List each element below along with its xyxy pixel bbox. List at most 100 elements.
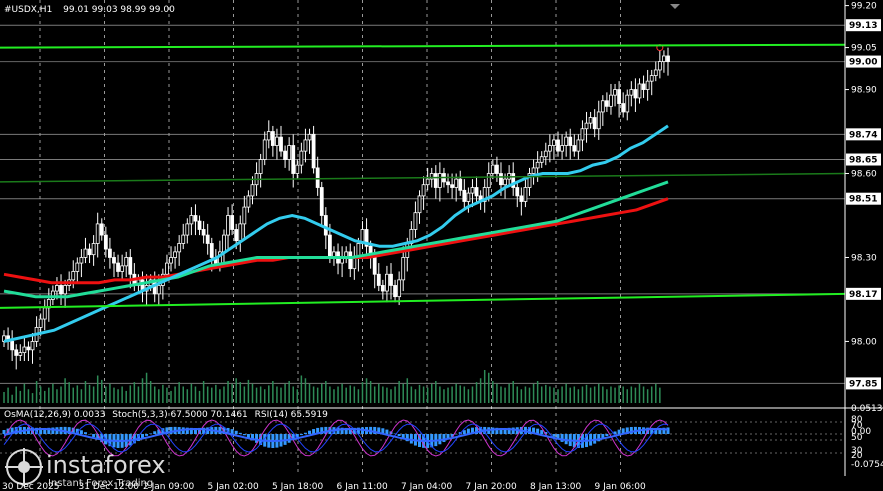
indicator-header: OsMA(12,26,9) 0.0033 Stoch(5,3,3) 67.500… xyxy=(4,410,328,420)
candle-body xyxy=(120,265,125,272)
osma-bar xyxy=(308,430,312,434)
candle-body xyxy=(63,285,68,295)
candle-body xyxy=(124,257,129,267)
trend-lines[interactable] xyxy=(0,43,846,309)
candle-body xyxy=(613,89,617,96)
indicator-tick-label: 0.00 xyxy=(851,427,871,437)
candle-body xyxy=(116,262,120,272)
candle-body xyxy=(564,136,569,146)
y-tick-label: 99.20 xyxy=(851,2,877,12)
indicator-tick-label: 80 xyxy=(851,415,863,425)
time-tick-label: 6 Jan 11:00 xyxy=(337,482,389,491)
osma-bar xyxy=(348,427,352,434)
osma-bar xyxy=(507,427,511,434)
level-price-label: 97.85 xyxy=(849,379,877,389)
candle-body xyxy=(311,133,316,169)
osma-bar xyxy=(79,430,83,434)
osma-bar xyxy=(654,427,658,434)
osma-bar xyxy=(340,427,344,434)
osma-bar xyxy=(202,427,206,434)
candle-body xyxy=(177,243,182,253)
osma-bar xyxy=(650,427,654,434)
candle-body xyxy=(87,248,92,256)
osma-bar xyxy=(193,427,197,434)
candle-body xyxy=(568,136,573,146)
candle-body xyxy=(156,285,161,295)
osma-bar xyxy=(544,431,548,434)
level-price-label: 99.13 xyxy=(849,21,877,31)
time-tick-label: 9 Jan 06:00 xyxy=(595,482,647,491)
candle-body xyxy=(205,234,210,244)
candle-body xyxy=(112,257,116,264)
candle-body xyxy=(10,341,15,351)
osma-bar xyxy=(491,427,495,434)
candle-body xyxy=(91,243,96,256)
candle-body xyxy=(226,215,230,236)
candle-body xyxy=(458,178,463,191)
chevron-down-icon[interactable] xyxy=(670,4,680,9)
time-tick-label: 5 Jan 02:00 xyxy=(208,482,260,491)
time-tick-label: 31 Dec 12:00 xyxy=(79,482,140,491)
time-axis: 30 Dec 2025 31 Dec 12:00 2 Jan 09:00 5 Jan … xyxy=(2,482,646,491)
osma-bar xyxy=(218,426,222,434)
candle-body xyxy=(30,341,35,351)
candle-body xyxy=(466,192,471,202)
osma-bar xyxy=(324,426,328,434)
osma-bar xyxy=(2,430,6,434)
candle-body xyxy=(380,285,385,292)
y-tick-label: 98.00 xyxy=(851,337,877,347)
candle-body xyxy=(71,271,76,281)
candle-body xyxy=(499,173,503,186)
candle-body xyxy=(437,173,442,188)
osma-bar xyxy=(185,427,189,434)
osma-bar xyxy=(67,427,71,434)
level-price-label: 98.74 xyxy=(849,130,877,140)
y-tick-label: 98.90 xyxy=(851,86,877,96)
candle-body xyxy=(295,164,300,174)
candle-body xyxy=(2,335,6,342)
candle-body xyxy=(556,139,560,152)
candle-body xyxy=(490,164,495,174)
osma-bar xyxy=(230,429,234,434)
osma-bar xyxy=(336,427,340,434)
osma-bar xyxy=(540,430,544,434)
candle-body xyxy=(600,100,605,113)
candle-body xyxy=(38,318,43,328)
time-tick-label: 2 Jan 09:00 xyxy=(143,482,195,491)
candle-body xyxy=(323,215,328,236)
osma-bar xyxy=(157,429,161,434)
osma-bar xyxy=(397,434,401,436)
level-price-label: 98.17 xyxy=(849,290,877,300)
candle-body xyxy=(482,187,487,202)
osma-bar xyxy=(83,432,87,434)
candle-body xyxy=(433,173,438,188)
osma-bar xyxy=(466,428,470,434)
stoch-signal-line xyxy=(3,419,669,457)
candle-body xyxy=(604,100,609,107)
y-tick-label: 98.60 xyxy=(851,170,877,180)
osma-bar xyxy=(621,428,625,434)
osma-bar xyxy=(536,428,540,434)
candle-body xyxy=(201,229,206,236)
volume-bars xyxy=(3,370,661,403)
osma-bar xyxy=(344,427,348,434)
osma-bar xyxy=(356,427,360,434)
osma-bar xyxy=(405,434,409,442)
osma-bar xyxy=(320,427,324,434)
osma-bar xyxy=(71,427,75,434)
candle-body xyxy=(55,285,59,292)
osma-bar xyxy=(503,427,507,434)
osma-bar xyxy=(475,427,479,434)
osma-bar xyxy=(238,432,242,434)
candle-body xyxy=(552,139,556,146)
osma-bar xyxy=(161,428,165,434)
instaforex-logo-icon xyxy=(5,448,43,486)
candle-body xyxy=(393,285,397,298)
osma-bar xyxy=(552,434,556,437)
candle-body xyxy=(291,145,296,174)
candle-body xyxy=(503,178,507,186)
osma-bar xyxy=(511,427,515,434)
osma-bar xyxy=(132,434,136,444)
price-axis: 98.00 98.30 98.60 98.90 99.05 99.20 xyxy=(844,0,877,476)
